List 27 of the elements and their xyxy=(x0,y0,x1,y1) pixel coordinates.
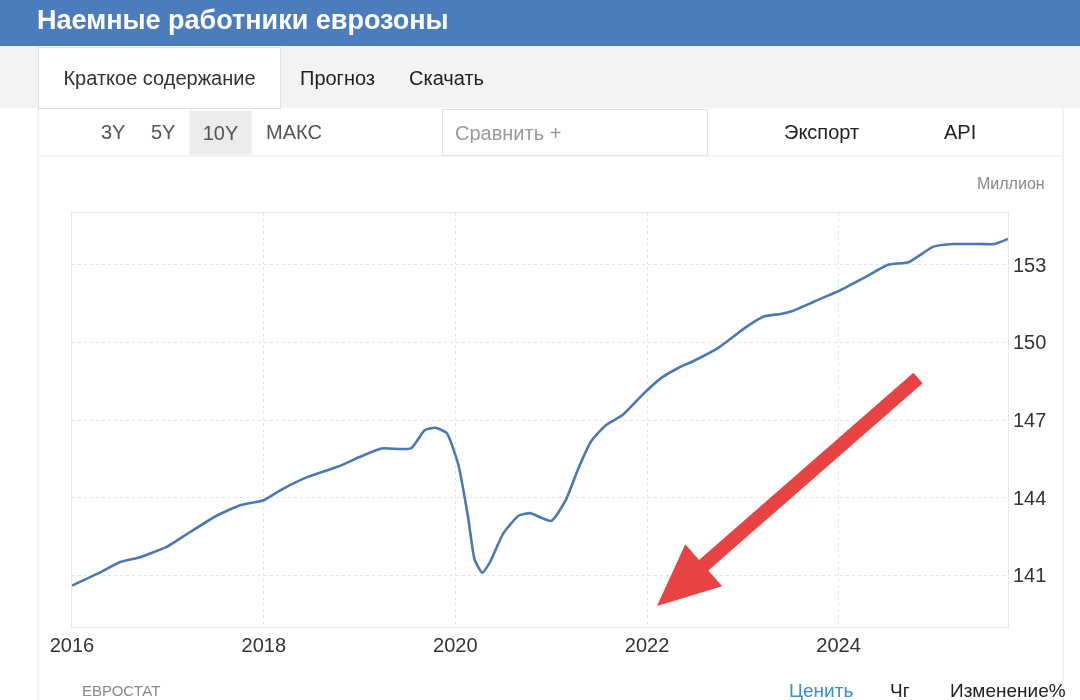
text: ЕВРОСТАТ xyxy=(82,682,161,699)
x-tick-label: 2020 xyxy=(433,634,478,656)
text: МАКС xyxy=(266,121,322,143)
y-tick-label: 147 xyxy=(1013,409,1047,431)
y-tick-label: 144 xyxy=(1013,486,1047,509)
y-tick-label: 141 xyxy=(1013,564,1047,587)
text: 3Y xyxy=(101,121,126,143)
x-tick-label: 2022 xyxy=(624,634,670,656)
text: Ценить xyxy=(789,680,854,700)
y-axis-title: Миллион xyxy=(977,175,1045,192)
y-tick-label: 150 xyxy=(1013,331,1047,354)
y-tick-label: 153 xyxy=(1013,253,1047,276)
text: 5Y xyxy=(151,121,176,143)
text: Скачать xyxy=(409,67,484,89)
text: Сравнить + xyxy=(455,121,562,144)
text: Экспорт xyxy=(784,121,860,143)
text: Изменение% xyxy=(950,680,1066,700)
chart-title: Наемные работники еврозоны xyxy=(37,5,449,36)
text: 10Y xyxy=(202,121,239,144)
x-tick-label: 2024 xyxy=(816,634,861,656)
text: Краткое содержание xyxy=(63,67,256,89)
text: Прогноз xyxy=(300,67,376,89)
text: Чг xyxy=(890,680,910,700)
line-series xyxy=(72,237,1008,587)
x-tick-label: 2018 xyxy=(241,634,287,656)
x-tick-label: 2016 xyxy=(49,634,95,656)
text: API xyxy=(944,121,977,143)
